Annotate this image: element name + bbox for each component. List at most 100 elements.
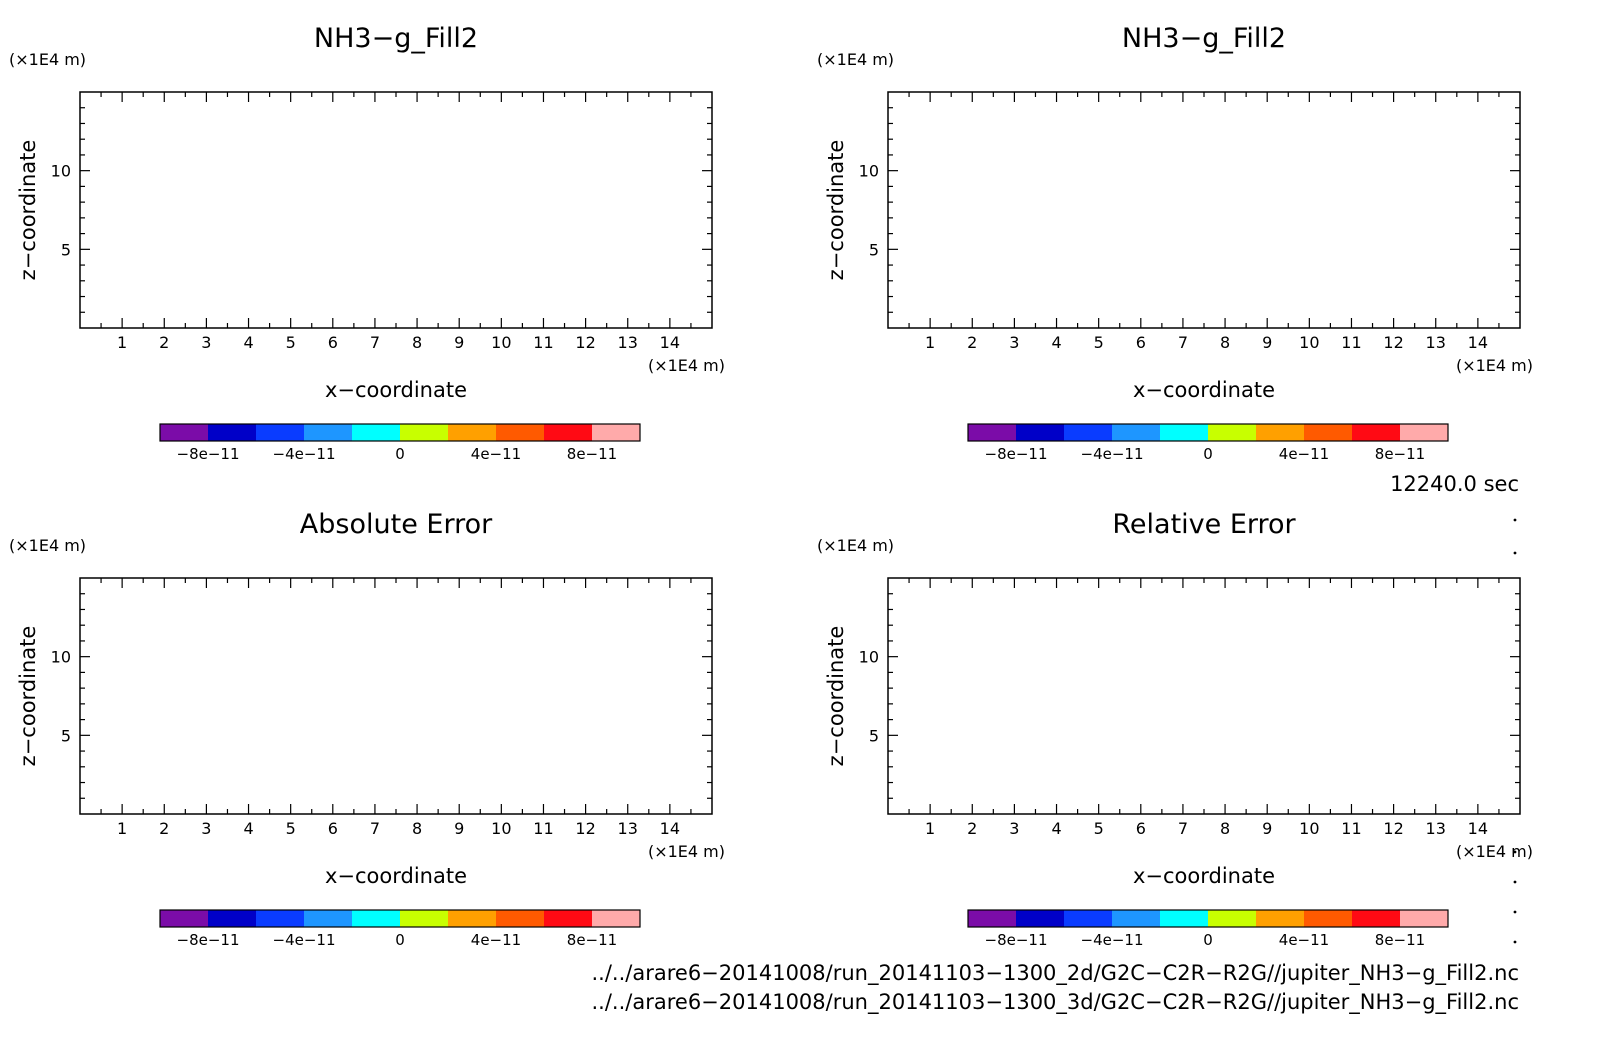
x-tick-label: 11 (533, 819, 553, 838)
y-tick-label: 5 (61, 726, 71, 745)
chart-panel-4: Relative Error(×1E4 m)(×1E4 m)1 2 3 4 5 6 7 8 9 1… (817, 509, 1533, 949)
colorbar-label: 0 (1203, 931, 1213, 949)
colorbar-segment (496, 424, 545, 441)
chart-title: NH3−g_Fill2 (314, 23, 478, 54)
x-tick-label: 5 (286, 819, 296, 838)
colorbar-segment (968, 424, 1017, 441)
chart-title: Absolute Error (300, 509, 493, 540)
x-tick-label: 6 (328, 333, 338, 352)
x-tick-label: 5 (1094, 333, 1104, 352)
margin-dot (1513, 518, 1517, 522)
colorbar: −8e−11 −4e−11 0 4e−11 8e−11 (967, 909, 1449, 949)
x-tick-label: 9 (454, 333, 464, 352)
x-tick-label: 7 (370, 819, 380, 838)
y-axis-label: z−coordinate (16, 626, 40, 767)
y-tick-label: 10 (51, 162, 71, 181)
x-tick-label: 14 (1468, 333, 1488, 352)
x-tick-label: 2 (159, 819, 169, 838)
colorbar-segment (448, 424, 497, 441)
x-axis-unit: (×1E4 m) (1456, 356, 1533, 375)
x-tick-label: 9 (1262, 819, 1272, 838)
margin-dot (1513, 910, 1517, 914)
colorbar-segment (208, 910, 257, 927)
colorbar-segment (1304, 424, 1353, 441)
x-tick-label: 8 (412, 333, 422, 352)
x-tick-label: 13 (618, 819, 638, 838)
x-tick-label: 2 (967, 819, 977, 838)
colorbar-segment (1160, 910, 1209, 927)
colorbar-segment (544, 424, 593, 441)
x-tick-label: 14 (660, 819, 680, 838)
x-tick-label: 7 (370, 333, 380, 352)
x-axis-label: x−coordinate (1133, 864, 1275, 888)
x-tick-label: 10 (491, 819, 511, 838)
x-tick-label: 3 (1009, 819, 1019, 838)
x-tick-label: 12 (575, 819, 595, 838)
plot-area (887, 577, 1521, 815)
colorbar-segment (592, 424, 641, 441)
chart-panel-3: Absolute Error(×1E4 m)(×1E4 m)1 2 3 4 5 6 7 8 9 1… (9, 509, 725, 949)
margin-dot (1513, 940, 1517, 944)
colorbar-segment (496, 910, 545, 927)
x-tick-label: 2 (967, 333, 977, 352)
x-tick-label: 11 (533, 333, 553, 352)
x-tick-label: 9 (1262, 333, 1272, 352)
x-axis-label: x−coordinate (325, 378, 467, 402)
colorbar-segment (304, 424, 353, 441)
colorbar-label: 8e−11 (567, 931, 617, 949)
y-tick-label: 5 (61, 240, 71, 259)
x-tick-label: 5 (1094, 819, 1104, 838)
colorbar-frame (967, 423, 1449, 442)
colorbar-segment (256, 910, 305, 927)
colorbar-label: −4e−11 (1081, 445, 1144, 463)
x-tick-label: 10 (1299, 819, 1319, 838)
colorbar-label: 0 (1203, 445, 1213, 463)
colorbar: −8e−11 −4e−11 0 4e−11 8e−11 (159, 909, 641, 949)
plot-area (79, 91, 713, 329)
colorbar-label: 8e−11 (567, 445, 617, 463)
colorbar-segment (400, 424, 449, 441)
colorbar-segment (1208, 424, 1257, 441)
colorbar-label: 4e−11 (1279, 931, 1329, 949)
colorbar-label: −4e−11 (273, 931, 336, 949)
x-tick-label: 1 (925, 819, 935, 838)
colorbar-segment (1016, 424, 1065, 441)
x-tick-label: 12 (1383, 333, 1403, 352)
x-tick-label: 1 (117, 819, 127, 838)
x-tick-label: 6 (1136, 819, 1146, 838)
colorbar-label: −4e−11 (273, 445, 336, 463)
colorbar-segment (1256, 424, 1305, 441)
x-tick-label: 3 (1009, 333, 1019, 352)
y-axis-unit: (×1E4 m) (817, 50, 894, 69)
x-tick-label: 10 (491, 333, 511, 352)
x-axis-unit: (×1E4 m) (648, 842, 725, 861)
colorbar-label: −8e−11 (177, 931, 240, 949)
x-axis-label: x−coordinate (325, 864, 467, 888)
colorbar-frame (159, 423, 641, 442)
x-tick-label: 13 (1426, 333, 1446, 352)
x-tick-label: 2 (159, 333, 169, 352)
colorbar-segment (1160, 424, 1209, 441)
x-tick-label: 10 (1299, 333, 1319, 352)
colorbar-segment (400, 910, 449, 927)
x-tick-label: 4 (243, 819, 253, 838)
x-axis-unit: (×1E4 m) (1456, 842, 1533, 861)
x-axis-label: x−coordinate (1133, 378, 1275, 402)
colorbar-label: −8e−11 (985, 445, 1048, 463)
margin-dot (1513, 551, 1517, 555)
colorbar-segment (1208, 910, 1257, 927)
x-tick-label: 13 (1426, 819, 1446, 838)
colorbar-segment (1352, 910, 1401, 927)
x-tick-label: 5 (286, 333, 296, 352)
plot-area (887, 91, 1521, 329)
colorbar-segment (1256, 910, 1305, 927)
colorbar-segment (256, 424, 305, 441)
chart-title: Relative Error (1112, 509, 1296, 540)
chart-panel-1: NH3−g_Fill2(×1E4 m)(×1E4 m)1 2 3 4 5 6 7 8 9 10 11… (9, 23, 725, 463)
file-path-2: ../../arare6−20141008/run_20141103−1300_… (592, 990, 1520, 1015)
colorbar-label: 4e−11 (471, 931, 521, 949)
colorbar-label: 0 (395, 931, 405, 949)
y-tick-label: 10 (859, 162, 879, 181)
colorbar-segment (304, 910, 353, 927)
colorbar-label: 8e−11 (1375, 931, 1425, 949)
